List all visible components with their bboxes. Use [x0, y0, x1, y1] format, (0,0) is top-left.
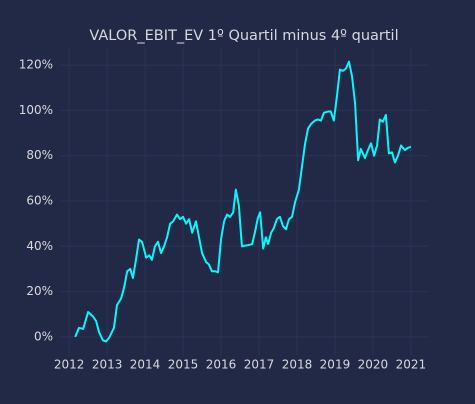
x-tick-label: 2020: [358, 358, 389, 372]
x-tick-label: 2015: [168, 358, 199, 372]
y-tick-label: 60%: [26, 194, 53, 208]
y-tick-label: 0%: [34, 329, 53, 343]
y-tick-label: 120%: [19, 58, 53, 72]
x-tick-label: 2012: [54, 358, 85, 372]
x-tick-label: 2018: [282, 358, 313, 372]
x-tick-label: 2013: [92, 358, 123, 372]
x-tick-label: 2014: [130, 358, 161, 372]
y-tick-label: 40%: [26, 239, 53, 253]
x-tick-label: 2021: [396, 358, 427, 372]
y-tick-label: 20%: [26, 284, 53, 298]
x-tick-label: 2016: [206, 358, 237, 372]
x-tick-label: 2017: [244, 358, 275, 372]
y-tick-label: 100%: [19, 103, 53, 117]
y-tick-label: 80%: [26, 148, 53, 162]
x-tick-label: 2019: [320, 358, 351, 372]
line: [74, 60, 412, 343]
chart-title: VALOR_EBIT_EV 1º Quartil minus 4º quarti…: [89, 28, 398, 44]
